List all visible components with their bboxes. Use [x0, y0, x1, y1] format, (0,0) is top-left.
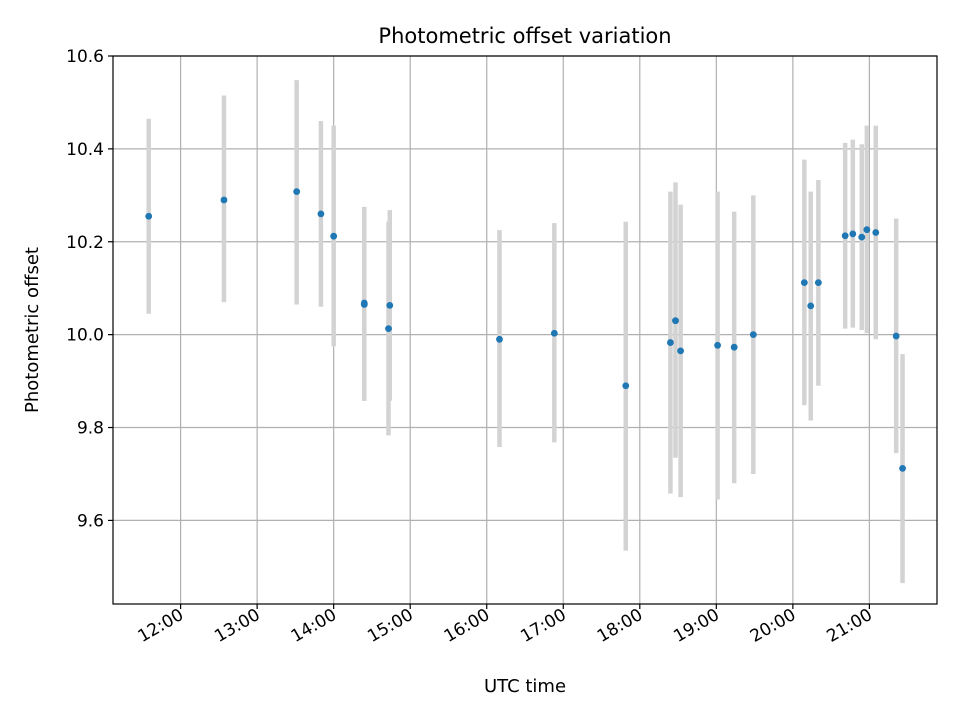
y-tick-label: 10.4 — [66, 140, 104, 160]
data-point — [220, 196, 228, 204]
data-point — [730, 343, 738, 351]
data-point — [800, 279, 808, 287]
data-point — [386, 301, 394, 309]
y-tick-label: 10.2 — [66, 233, 104, 253]
y-axis-label: Photometric offset — [22, 247, 43, 413]
data-point — [849, 230, 857, 238]
data-point — [899, 464, 906, 472]
y-tick-label: 10.0 — [66, 326, 104, 346]
data-point — [622, 382, 630, 390]
data-point — [550, 329, 558, 337]
chart-title: Photometric offset variation — [378, 24, 671, 48]
plot-frame — [112, 55, 938, 605]
data-point — [330, 232, 338, 240]
data-point — [749, 331, 757, 339]
data-points — [145, 188, 906, 472]
data-point — [841, 232, 849, 240]
data-point — [145, 212, 153, 220]
data-point — [293, 188, 301, 196]
y-tick-label: 10.6 — [66, 47, 104, 67]
data-point — [317, 210, 325, 218]
data-point — [496, 335, 503, 343]
data-point — [872, 229, 880, 236]
data-point — [858, 233, 866, 241]
data-point — [714, 341, 722, 349]
data-point — [892, 332, 900, 340]
data-point — [360, 299, 368, 307]
data-point — [814, 279, 822, 287]
data-point — [667, 339, 674, 346]
data-point — [672, 317, 679, 325]
data-point — [385, 325, 392, 333]
y-tick-label: 9.6 — [77, 511, 104, 531]
x-axis-label: UTC time — [484, 676, 566, 697]
data-point — [807, 302, 815, 310]
y-tick-label: 9.8 — [77, 419, 104, 439]
data-point — [863, 226, 871, 234]
data-point — [677, 347, 685, 355]
